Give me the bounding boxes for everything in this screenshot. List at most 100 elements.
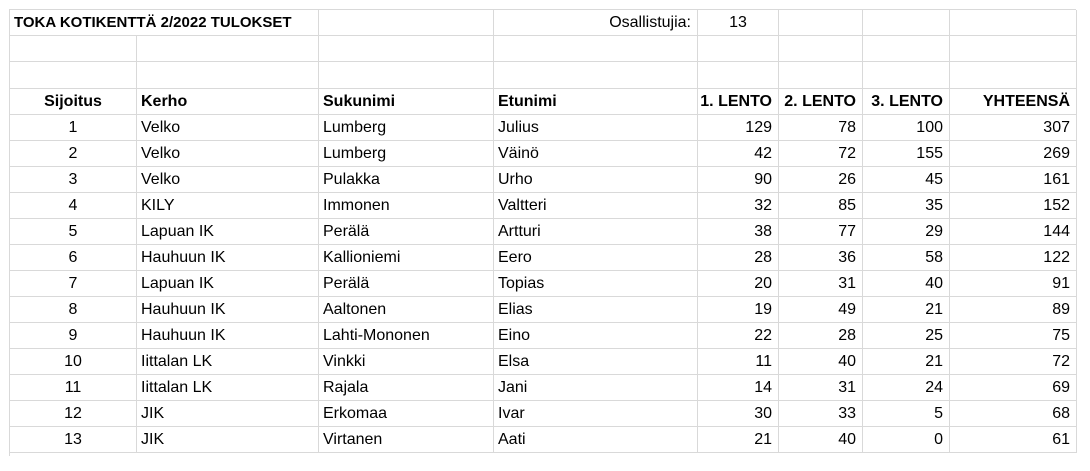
rank-cell[interactable]: 5 <box>10 219 137 245</box>
firstname-cell[interactable]: Topias <box>494 271 698 297</box>
total-cell[interactable]: 122 <box>950 245 1077 271</box>
rank-cell[interactable]: 12 <box>10 401 137 427</box>
empty-cell[interactable] <box>779 36 863 62</box>
flight2-cell[interactable]: 28 <box>779 323 863 349</box>
sheet-title[interactable]: TOKA KOTIKENTTÄ 2/2022 TULOKSET <box>10 10 319 36</box>
empty-cell[interactable] <box>779 62 863 89</box>
rank-cell[interactable]: 10 <box>10 349 137 375</box>
firstname-cell[interactable]: Elias <box>494 297 698 323</box>
flight1-cell[interactable]: 20 <box>698 271 779 297</box>
empty-cell[interactable] <box>319 62 494 89</box>
surname-cell[interactable]: Pulakka <box>319 167 494 193</box>
surname-cell[interactable]: Lumberg <box>319 141 494 167</box>
empty-cell[interactable] <box>698 62 779 89</box>
flight2-cell[interactable]: 77 <box>779 219 863 245</box>
empty-cell[interactable] <box>10 36 137 62</box>
surname-cell[interactable]: Lahti-Mononen <box>319 323 494 349</box>
club-cell[interactable]: JIK <box>137 401 319 427</box>
column-header[interactable]: 2. LENTO <box>779 89 863 115</box>
flight2-cell[interactable]: 31 <box>779 271 863 297</box>
firstname-cell[interactable]: Aati <box>494 427 698 453</box>
total-cell[interactable]: 161 <box>950 167 1077 193</box>
surname-cell[interactable]: Kallioniemi <box>319 245 494 271</box>
empty-cell[interactable] <box>863 62 950 89</box>
column-header[interactable]: 3. LENTO <box>863 89 950 115</box>
column-header[interactable]: YHTEENSÄ <box>950 89 1077 115</box>
rank-cell[interactable]: 1 <box>10 115 137 141</box>
rank-cell[interactable]: 9 <box>10 323 137 349</box>
club-cell[interactable]: Hauhuun IK <box>137 323 319 349</box>
flight1-cell[interactable]: 21 <box>698 427 779 453</box>
flight1-cell[interactable]: 32 <box>698 193 779 219</box>
flight2-cell[interactable]: 31 <box>779 375 863 401</box>
rank-cell[interactable]: 2 <box>10 141 137 167</box>
flight1-cell[interactable]: 22 <box>698 323 779 349</box>
club-cell[interactable]: JIK <box>137 427 319 453</box>
surname-cell[interactable]: Perälä <box>319 219 494 245</box>
column-header[interactable]: Kerho <box>137 89 319 115</box>
club-cell[interactable]: Hauhuun IK <box>137 297 319 323</box>
empty-cell[interactable] <box>950 10 1077 36</box>
firstname-cell[interactable]: Ivar <box>494 401 698 427</box>
club-cell[interactable]: Iittalan LK <box>137 375 319 401</box>
firstname-cell[interactable]: Urho <box>494 167 698 193</box>
empty-cell[interactable] <box>137 62 319 89</box>
total-cell[interactable]: 269 <box>950 141 1077 167</box>
flight3-cell[interactable]: 25 <box>863 323 950 349</box>
flight1-cell[interactable]: 129 <box>698 115 779 141</box>
firstname-cell[interactable]: Elsa <box>494 349 698 375</box>
firstname-cell[interactable]: Julius <box>494 115 698 141</box>
club-cell[interactable]: Lapuan IK <box>137 271 319 297</box>
flight3-cell[interactable]: 155 <box>863 141 950 167</box>
flight1-cell[interactable]: 42 <box>698 141 779 167</box>
rank-cell[interactable]: 4 <box>10 193 137 219</box>
surname-cell[interactable]: Perälä <box>319 271 494 297</box>
club-cell[interactable]: Lapuan IK <box>137 219 319 245</box>
total-cell[interactable]: 91 <box>950 271 1077 297</box>
rank-cell[interactable]: 13 <box>10 427 137 453</box>
empty-cell[interactable] <box>319 10 494 36</box>
flight2-cell[interactable]: 72 <box>779 141 863 167</box>
club-cell[interactable]: KILY <box>137 193 319 219</box>
total-cell[interactable]: 69 <box>950 375 1077 401</box>
club-cell[interactable]: Velko <box>137 167 319 193</box>
empty-cell[interactable] <box>494 62 698 89</box>
surname-cell[interactable]: Aaltonen <box>319 297 494 323</box>
empty-cell[interactable] <box>950 62 1077 89</box>
surname-cell[interactable]: Lumberg <box>319 115 494 141</box>
flight3-cell[interactable]: 45 <box>863 167 950 193</box>
surname-cell[interactable]: Vinkki <box>319 349 494 375</box>
flight3-cell[interactable]: 24 <box>863 375 950 401</box>
total-cell[interactable]: 152 <box>950 193 1077 219</box>
column-header[interactable]: 1. LENTO <box>698 89 779 115</box>
empty-cell[interactable] <box>863 10 950 36</box>
empty-cell[interactable] <box>779 10 863 36</box>
rank-cell[interactable]: 6 <box>10 245 137 271</box>
firstname-cell[interactable]: Väinö <box>494 141 698 167</box>
flight2-cell[interactable]: 49 <box>779 297 863 323</box>
total-cell[interactable]: 89 <box>950 297 1077 323</box>
flight3-cell[interactable]: 5 <box>863 401 950 427</box>
column-header[interactable]: Sijoitus <box>10 89 137 115</box>
flight3-cell[interactable]: 35 <box>863 193 950 219</box>
club-cell[interactable]: Velko <box>137 115 319 141</box>
rank-cell[interactable]: 7 <box>10 271 137 297</box>
total-cell[interactable]: 144 <box>950 219 1077 245</box>
flight3-cell[interactable]: 40 <box>863 271 950 297</box>
flight1-cell[interactable]: 14 <box>698 375 779 401</box>
club-cell[interactable]: Iittalan LK <box>137 349 319 375</box>
total-cell[interactable]: 61 <box>950 427 1077 453</box>
flight3-cell[interactable]: 100 <box>863 115 950 141</box>
flight2-cell[interactable]: 40 <box>779 427 863 453</box>
empty-cell[interactable] <box>950 36 1077 62</box>
firstname-cell[interactable]: Artturi <box>494 219 698 245</box>
participants-label[interactable]: Osallistujia: <box>494 10 698 36</box>
empty-cell[interactable] <box>137 36 319 62</box>
surname-cell[interactable]: Erkomaa <box>319 401 494 427</box>
total-cell[interactable]: 68 <box>950 401 1077 427</box>
total-cell[interactable]: 307 <box>950 115 1077 141</box>
surname-cell[interactable]: Rajala <box>319 375 494 401</box>
total-cell[interactable]: 72 <box>950 349 1077 375</box>
flight3-cell[interactable]: 21 <box>863 349 950 375</box>
firstname-cell[interactable]: Jani <box>494 375 698 401</box>
